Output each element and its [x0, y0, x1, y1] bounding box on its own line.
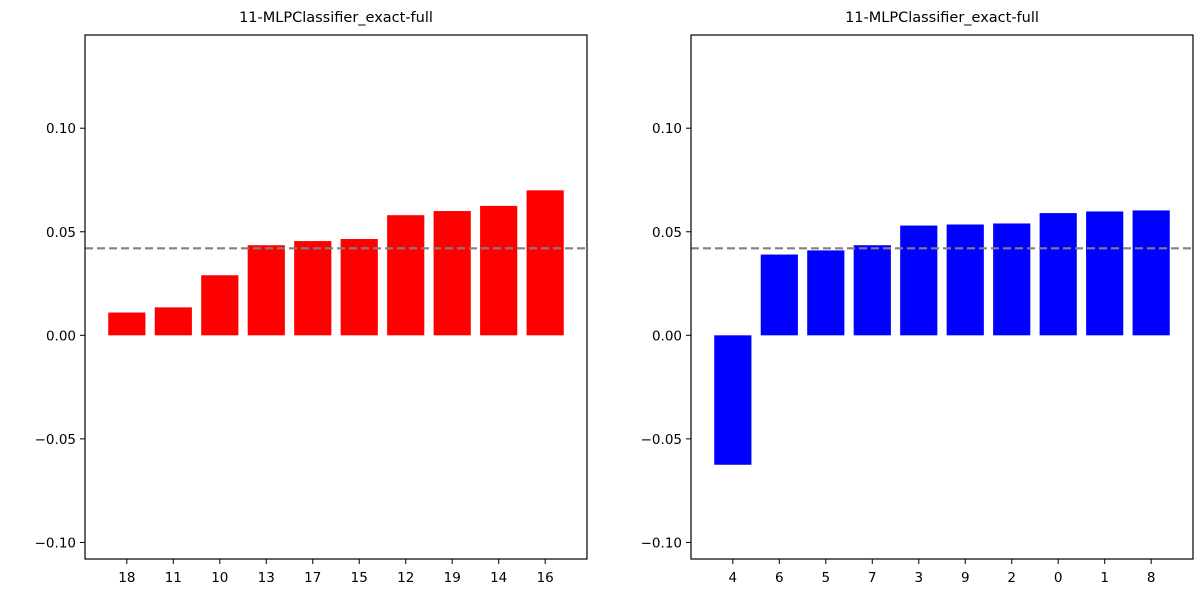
bar-8 — [1132, 210, 1170, 336]
bar-1 — [1086, 211, 1124, 336]
y-tick-label: 0.10 — [46, 121, 76, 137]
x-tick-label: 18 — [118, 570, 135, 586]
x-tick-label: 8 — [1147, 570, 1156, 586]
bar-12 — [387, 215, 425, 336]
x-tick-label: 15 — [351, 570, 368, 586]
bar-19 — [433, 211, 471, 336]
bar-2 — [993, 223, 1031, 336]
bar-15 — [340, 239, 378, 336]
bar-10 — [201, 275, 239, 336]
x-tick-label: 19 — [444, 570, 461, 586]
x-tick-label: 17 — [304, 570, 321, 586]
x-tick-label: 14 — [490, 570, 507, 586]
chart-title: 11-MLPClassifier_exact-full — [845, 10, 1039, 26]
bar-17 — [294, 241, 332, 336]
y-tick-label: −0.10 — [35, 535, 76, 551]
y-tick-label: 0.10 — [652, 121, 682, 137]
x-tick-label: 10 — [211, 570, 228, 586]
x-tick-label: 11 — [165, 570, 182, 586]
bar-16 — [526, 190, 564, 336]
chart-left: 11-MLPClassifier_exact-full −0.10 −0.05 0.0… — [35, 10, 588, 586]
bar-7 — [853, 245, 891, 336]
chart-title: 11-MLPClassifier_exact-full — [239, 10, 433, 26]
bar-11 — [154, 307, 192, 336]
x-tick-label: 6 — [775, 570, 784, 586]
bar-18 — [108, 312, 146, 336]
y-tick-label: 0.05 — [46, 225, 76, 241]
y-tick-label: 0.00 — [652, 328, 682, 344]
bar-0 — [1039, 213, 1077, 336]
bar-5 — [807, 250, 845, 336]
y-tick-label: 0.00 — [46, 328, 76, 344]
bar-6 — [760, 254, 798, 336]
x-tick-label: 1 — [1100, 570, 1109, 586]
x-tick-label: 5 — [821, 570, 830, 586]
x-tick-label: 12 — [397, 570, 414, 586]
x-tick-label: 4 — [729, 570, 738, 586]
bar-3 — [900, 225, 938, 336]
x-tick-label: 7 — [868, 570, 877, 586]
x-tick-label: 13 — [258, 570, 275, 586]
chart-right: 11-MLPClassifier_exact-full −0.10 −0.05 0.0… — [641, 10, 1194, 586]
y-tick-label: −0.05 — [641, 432, 682, 448]
x-tick-label: 9 — [961, 570, 970, 586]
x-tick-label: 2 — [1007, 570, 1016, 586]
bar-9 — [946, 224, 984, 336]
bar-13 — [247, 245, 285, 336]
bar-14 — [480, 205, 518, 336]
axes-frame — [84, 34, 588, 560]
y-tick-label: −0.05 — [35, 432, 76, 448]
axes-frame — [690, 34, 1194, 560]
y-tick-label: 0.05 — [652, 225, 682, 241]
bar-4 — [714, 335, 752, 465]
x-tick-label: 0 — [1054, 570, 1063, 586]
x-tick-label: 3 — [914, 570, 923, 586]
x-tick-label: 16 — [537, 570, 554, 586]
y-tick-label: −0.10 — [641, 535, 682, 551]
